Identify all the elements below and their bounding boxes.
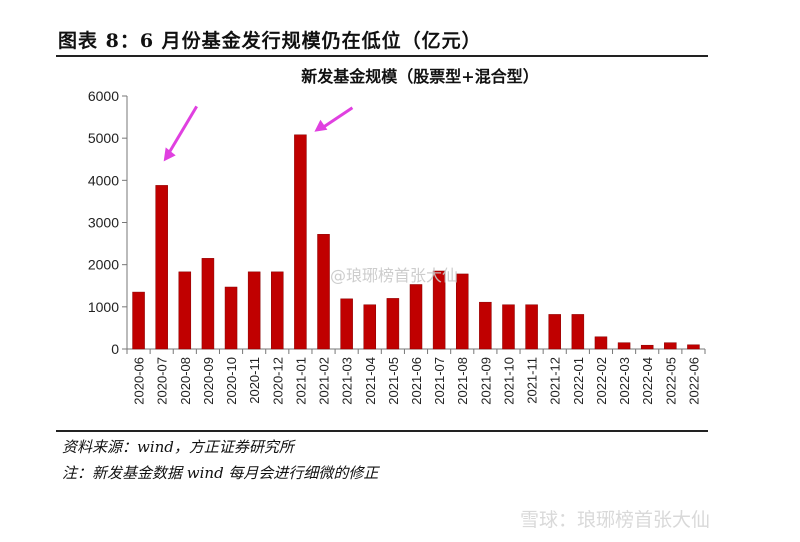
footer-divider xyxy=(56,430,708,432)
bar-2021-01 xyxy=(294,134,307,350)
x-tick-label: 2021-07 xyxy=(432,357,447,405)
watermark: @琅琊榜首张大仙 xyxy=(330,266,459,285)
bar-2021-03 xyxy=(340,298,353,350)
x-tick-label: 2020-11 xyxy=(247,357,262,404)
x-tick-label: 2020-07 xyxy=(155,357,170,405)
bar-2021-07 xyxy=(432,270,446,350)
bar-2021-12 xyxy=(548,314,561,350)
watermark: 雪球：琅琊榜首张大仙 xyxy=(520,509,711,531)
title-divider xyxy=(56,55,708,57)
bar-2020-10 xyxy=(224,286,238,350)
x-tick-label: 2020-12 xyxy=(270,357,285,405)
x-tick-label: 2020-09 xyxy=(201,357,216,405)
bar-2021-06 xyxy=(409,284,423,350)
bar-2021-02 xyxy=(317,234,330,350)
bar-2022-05 xyxy=(664,342,677,350)
x-tick-label: 2021-01 xyxy=(293,357,308,405)
annotation-arrow-2021-01-head xyxy=(314,119,328,132)
bar-2020-12 xyxy=(271,271,284,350)
bar-2022-03 xyxy=(617,342,631,350)
annotation-arrow-2021-01 xyxy=(321,106,354,130)
chart-title: 新发基金规模（股票型+混合型） xyxy=(301,67,538,86)
x-tick-label: 2021-06 xyxy=(409,357,424,405)
bar-2020-08 xyxy=(178,271,192,350)
x-tick-label: 2021-12 xyxy=(548,357,563,405)
x-tick-label: 2021-11 xyxy=(525,357,540,404)
x-tick-label: 2022-04 xyxy=(640,357,655,405)
x-tick-label: 2021-10 xyxy=(501,357,516,405)
x-tick-label: 2022-06 xyxy=(686,357,701,405)
bar-2021-11 xyxy=(525,304,538,350)
x-tick-label: 2022-02 xyxy=(594,357,609,405)
x-tick-label: 2021-04 xyxy=(363,357,378,405)
y-tick-label: 3000 xyxy=(88,215,119,231)
y-tick-label: 5000 xyxy=(88,130,119,146)
annotation-arrow-2020-07 xyxy=(167,105,198,155)
bar-2021-05 xyxy=(386,298,400,350)
bar-2022-04 xyxy=(640,344,654,350)
x-tick-label: 2022-05 xyxy=(663,357,678,405)
x-tick-label: 2021-05 xyxy=(386,357,401,405)
y-tick-label: 4000 xyxy=(88,172,119,188)
footnote: 注：新发基金数据 wind 每月会进行细微的修正 xyxy=(62,464,379,482)
x-tick-label: 2022-03 xyxy=(617,357,632,405)
x-tick-label: 2020-06 xyxy=(132,357,147,405)
bar-2021-04 xyxy=(363,304,377,350)
bar-2022-02 xyxy=(594,336,608,350)
y-tick-label: 1000 xyxy=(88,299,119,315)
bar-2022-06 xyxy=(687,344,700,350)
x-tick-label: 2022-01 xyxy=(571,357,586,405)
x-tick-label: 2020-08 xyxy=(178,357,193,405)
x-tick-label: 2020-10 xyxy=(224,357,239,405)
y-tick-label: 2000 xyxy=(88,257,119,273)
x-tick-label: 2021-09 xyxy=(478,357,493,405)
figure-title: 图表 8：6 月份基金发行规模仍在低位（亿元） xyxy=(58,30,482,52)
bar-2020-07 xyxy=(155,185,168,350)
y-tick-label: 6000 xyxy=(88,88,119,104)
source-note: 资料来源：wind，方正证券研究所 xyxy=(62,438,294,456)
bar-2021-10 xyxy=(502,304,515,350)
bar-2021-09 xyxy=(479,301,492,350)
x-tick-label: 2021-02 xyxy=(317,357,332,405)
bar-2021-08 xyxy=(455,273,469,350)
y-tick-label: 0 xyxy=(111,341,119,357)
bar-2020-06 xyxy=(132,291,145,350)
annotation-arrow-2020-07-head xyxy=(163,147,176,162)
bar-2020-11 xyxy=(247,271,261,350)
bar-2022-01 xyxy=(571,314,585,350)
x-tick-label: 2021-03 xyxy=(340,357,355,405)
bar-2020-09 xyxy=(201,258,215,350)
x-tick-label: 2021-08 xyxy=(455,357,470,405)
